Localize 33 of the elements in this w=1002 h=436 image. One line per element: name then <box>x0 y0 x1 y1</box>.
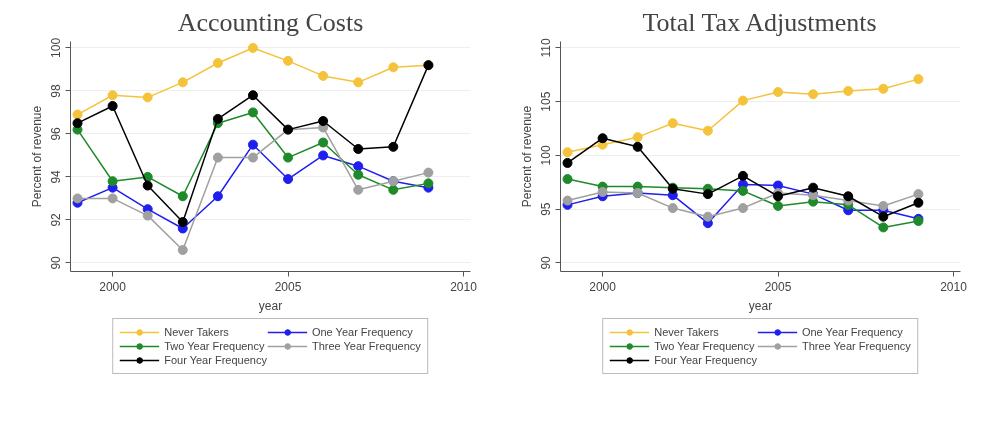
y-tick-label: 98 <box>49 83 64 98</box>
y-tick-label: 96 <box>49 126 64 141</box>
y-tick-label: 100 <box>539 145 554 166</box>
x-tick-label: 2010 <box>450 279 478 294</box>
chart-title: Accounting Costs <box>177 7 364 37</box>
x-tick-label: 2000 <box>99 279 127 294</box>
y-tick-label: 94 <box>49 169 64 184</box>
x-tick-label: 2005 <box>764 279 792 294</box>
x-tick-label: 2010 <box>940 279 968 294</box>
legend-label: Never Takers <box>654 325 719 339</box>
y-tick-label: 110 <box>539 38 554 58</box>
y-tick-label: 95 <box>539 202 554 216</box>
legend-label: Two Year Frequency <box>164 339 265 353</box>
legend-label: Never Takers <box>164 325 229 339</box>
y-tick-label: 92 <box>49 212 64 227</box>
legend-label: Three Year Frequency <box>801 339 911 353</box>
x-axis-title: year <box>748 298 773 313</box>
legend-label: Two Year Frequency <box>654 339 755 353</box>
legend-label: Four Year Frequency <box>164 353 267 367</box>
y-axis-title: Percent of revenue <box>29 105 44 208</box>
legend-label: Three Year Frequency <box>311 339 421 353</box>
chart-title: Total Tax Adjustments <box>642 7 877 37</box>
x-axis-title: year <box>258 298 283 313</box>
y-tick-label: 90 <box>49 255 64 270</box>
legend-label: Four Year Frequency <box>654 353 757 367</box>
legend-label: One Year Frequency <box>311 325 413 339</box>
x-tick-label: 2005 <box>274 279 302 294</box>
y-axis-title: Percent of revenue <box>519 105 534 208</box>
y-tick-label: 105 <box>539 91 554 112</box>
x-tick-label: 2000 <box>589 279 617 294</box>
y-tick-label: 100 <box>49 37 64 58</box>
legend-label: One Year Frequency <box>801 325 903 339</box>
y-tick-label: 90 <box>539 255 554 270</box>
